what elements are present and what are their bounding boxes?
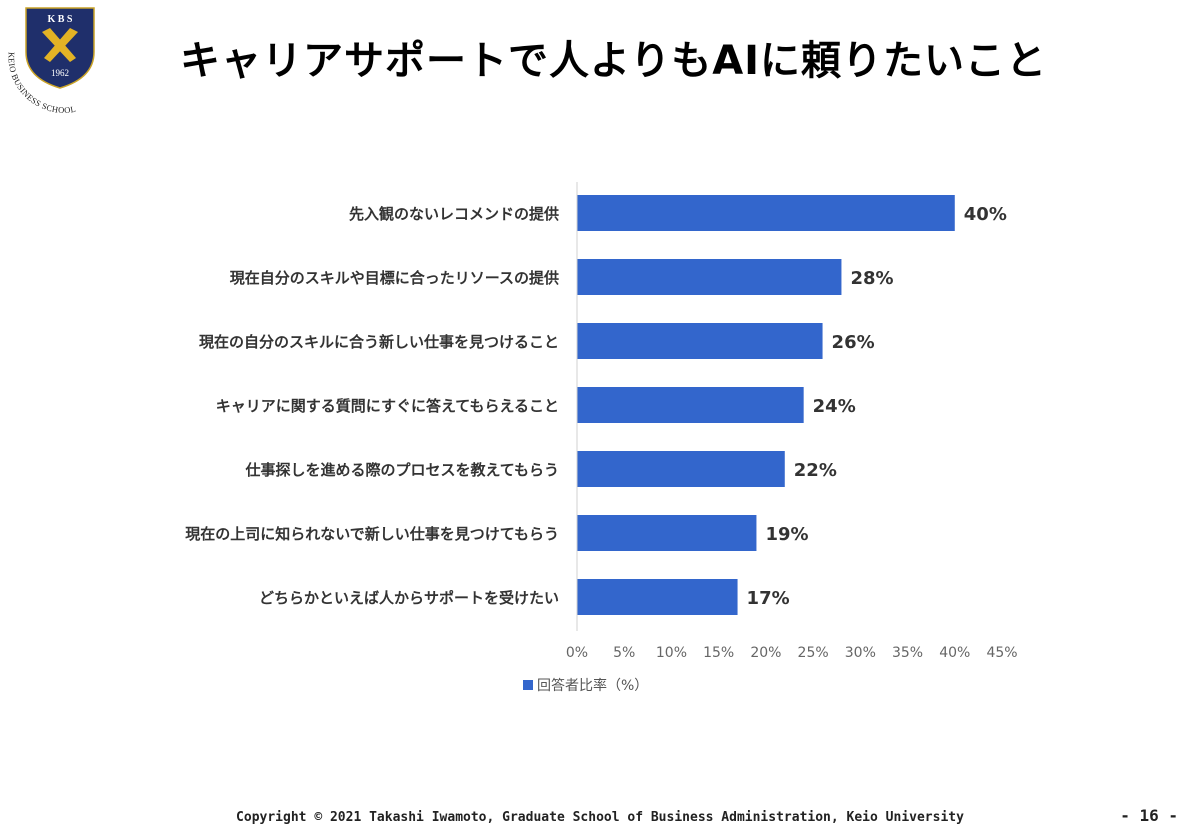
- bar: [577, 579, 738, 615]
- x-tick-label: 15%: [703, 645, 734, 661]
- x-tick-label: 20%: [750, 645, 781, 661]
- x-tick-label: 35%: [892, 645, 923, 661]
- category-label: 現在の自分のスキルに合う新しい仕事を見つけること: [199, 333, 559, 351]
- category-label: どちらかといえば人からサポートを受けたい: [259, 589, 559, 607]
- category-label: 仕事探しを進める際のプロセスを教えてもらう: [244, 461, 559, 479]
- bar-value-label: 17%: [747, 588, 790, 609]
- x-tick-label: 25%: [798, 645, 829, 661]
- x-tick-label: 0%: [566, 645, 588, 661]
- bar-chart: 先入観のないレコメンドの提供現在自分のスキルや目標に合ったリソースの提供現在の自…: [185, 182, 1018, 694]
- bar-value-label: 24%: [813, 396, 856, 417]
- bar: [577, 195, 955, 231]
- category-label: 現在の上司に知られないで新しい仕事を見つけてもらう: [185, 525, 559, 543]
- category-labels: 先入観のないレコメンドの提供現在自分のスキルや目標に合ったリソースの提供現在の自…: [185, 205, 559, 607]
- x-tick-label: 40%: [939, 645, 970, 661]
- legend: 回答者比率（%）: [523, 677, 648, 694]
- x-tick-label: 5%: [613, 645, 635, 661]
- logo-year: 1962: [51, 68, 69, 78]
- bar: [577, 323, 823, 359]
- page-title: キャリアサポートで人よりもAIに頼りたいこと: [180, 38, 1048, 84]
- x-tick-label: 30%: [845, 645, 876, 661]
- legend-label: 回答者比率（%）: [537, 677, 648, 694]
- x-axis-ticks: 0% 5% 10% 15% 20% 25% 30% 35% 40% 45%: [566, 645, 1018, 661]
- logo-letters: K B S: [47, 14, 72, 25]
- data-labels: 40% 28% 26% 24% 22% 19% 17%: [747, 204, 1007, 609]
- page-number: - 16 -: [1120, 806, 1178, 825]
- category-label: キャリアに関する質問にすぐに答えてもらえること: [216, 397, 559, 415]
- pen-emblem-icon: [42, 28, 78, 62]
- bar: [577, 387, 804, 423]
- category-label: 現在自分のスキルや目標に合ったリソースの提供: [230, 269, 559, 287]
- bar-value-label: 19%: [765, 524, 808, 545]
- kbs-logo: K B S 1962 KEIO BUSINESS SCHOOL: [6, 7, 95, 115]
- bar-value-label: 28%: [850, 268, 893, 289]
- bar-value-label: 22%: [794, 460, 837, 481]
- bar-value-label: 40%: [964, 204, 1007, 225]
- bar: [577, 515, 757, 551]
- bar: [577, 259, 842, 295]
- x-tick-label: 45%: [986, 645, 1017, 661]
- bars: [577, 195, 955, 615]
- category-label: 先入観のないレコメンドの提供: [349, 205, 559, 223]
- copyright-footer: Copyright © 2021 Takashi Iwamoto, Gradua…: [236, 810, 964, 825]
- legend-swatch: [523, 680, 533, 690]
- bar: [577, 451, 785, 487]
- x-tick-label: 10%: [656, 645, 687, 661]
- bar-value-label: 26%: [832, 332, 875, 353]
